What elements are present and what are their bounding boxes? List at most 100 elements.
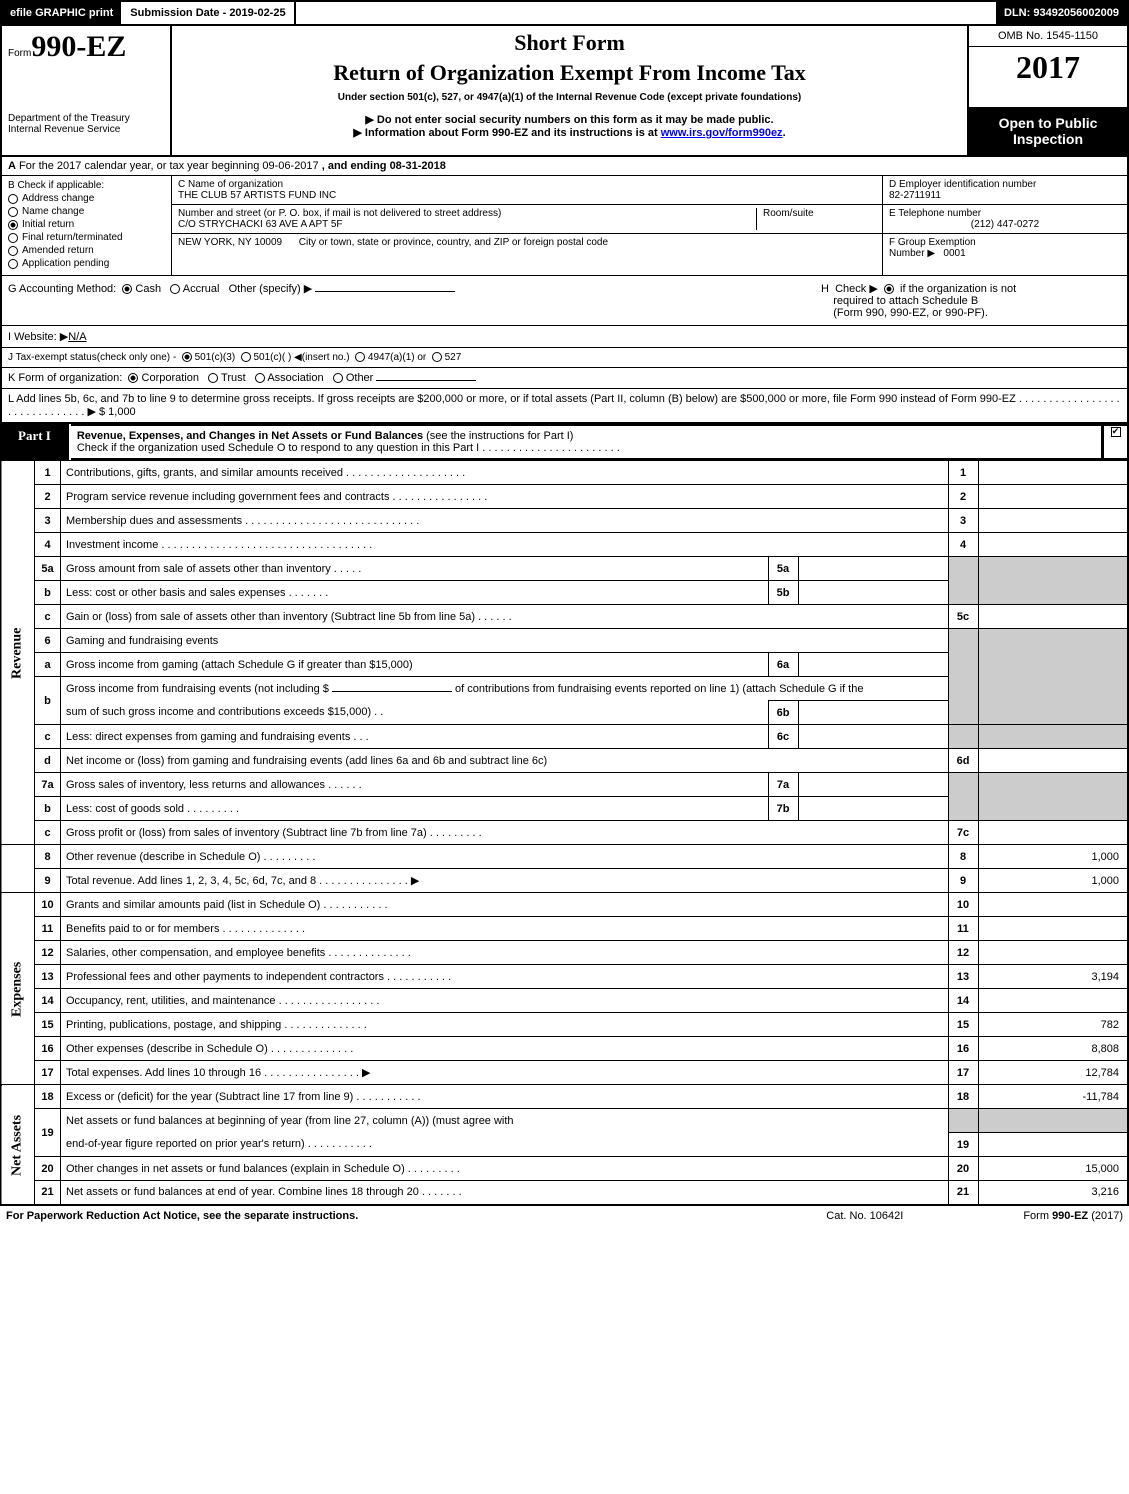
row-l: L Add lines 5b, 6c, and 7b to line 9 to … bbox=[2, 388, 1127, 422]
part-1-title-rest: (see the instructions for Part I) bbox=[423, 430, 573, 442]
under-section-text: Under section 501(c), 527, or 4947(a)(1)… bbox=[178, 92, 961, 103]
radio-other-org[interactable] bbox=[333, 373, 343, 383]
bcd-row: B Check if applicable: Address change Na… bbox=[2, 176, 1127, 275]
radio-501c3[interactable] bbox=[182, 352, 192, 362]
instr2-suffix: . bbox=[783, 127, 786, 139]
row-a: A For the 2017 calendar year, or tax yea… bbox=[2, 157, 1127, 176]
l12-num: 12 bbox=[35, 941, 61, 965]
l16-val: 8,808 bbox=[978, 1037, 1128, 1061]
radio-trust[interactable] bbox=[208, 373, 218, 383]
department-block: Department of the Treasury Internal Reve… bbox=[2, 107, 172, 155]
l9-desc: Add lines 1, 2, 3, 4, 5c, 6d, 7c, and 8 … bbox=[135, 875, 419, 887]
checkbox-schedule-o[interactable] bbox=[1111, 427, 1121, 437]
k-label: K Form of organization: bbox=[8, 372, 122, 384]
topbar: efile GRAPHIC print Submission Date - 20… bbox=[0, 0, 1129, 26]
l2-num: 2 bbox=[35, 485, 61, 509]
l4-box: 4 bbox=[948, 533, 978, 557]
l15-val: 782 bbox=[978, 1013, 1128, 1037]
row-k: K Form of organization: Corporation Trus… bbox=[2, 367, 1127, 388]
header-left: Form990-EZ bbox=[2, 26, 172, 107]
l4-val bbox=[978, 533, 1128, 557]
l14-val bbox=[978, 989, 1128, 1013]
l6a-num: a bbox=[35, 653, 61, 677]
radio-accrual[interactable] bbox=[170, 284, 180, 294]
efile-print-button[interactable]: efile GRAPHIC print bbox=[2, 2, 122, 24]
l7a-num: 7a bbox=[35, 773, 61, 797]
checkbox-schedule-b-not-required[interactable] bbox=[884, 284, 894, 294]
l5b-num: b bbox=[35, 581, 61, 605]
l11-num: 11 bbox=[35, 917, 61, 941]
l-text: Add lines 5b, 6c, and 7b to line 9 to de… bbox=[8, 393, 1120, 418]
radio-association[interactable] bbox=[255, 373, 265, 383]
l17-num: 17 bbox=[35, 1061, 61, 1085]
d-label: D Employer identification number bbox=[889, 179, 1121, 190]
form990ez-link[interactable]: www.irs.gov/form990ez bbox=[661, 127, 783, 139]
l4-num: 4 bbox=[35, 533, 61, 557]
opt-527: 527 bbox=[445, 352, 462, 363]
opt-4947: 4947(a)(1) or bbox=[368, 352, 426, 363]
l20-num: 20 bbox=[35, 1157, 61, 1181]
paperwork-notice: For Paperwork Reduction Act Notice, see … bbox=[6, 1210, 826, 1222]
opt-other: Other (specify) ▶ bbox=[229, 283, 313, 295]
l18-box: 18 bbox=[948, 1085, 978, 1109]
l7a-desc: Gross sales of inventory, less returns a… bbox=[61, 773, 769, 797]
l17-box: 17 bbox=[948, 1061, 978, 1085]
l6c-num: c bbox=[35, 725, 61, 749]
l8-desc: Other revenue (describe in Schedule O) .… bbox=[61, 845, 949, 869]
l6-desc: Gaming and fundraising events bbox=[61, 629, 949, 653]
radio-4947[interactable] bbox=[355, 352, 365, 362]
shade-6-val bbox=[978, 629, 1128, 725]
l16-box: 16 bbox=[948, 1037, 978, 1061]
instructions-block: ▶ Do not enter social security numbers o… bbox=[172, 107, 967, 155]
checkbox-address-change[interactable] bbox=[8, 194, 18, 204]
radio-cash[interactable] bbox=[122, 284, 132, 294]
part-1-title: Revenue, Expenses, and Changes in Net As… bbox=[71, 424, 1103, 460]
l1-num: 1 bbox=[35, 461, 61, 485]
f-label: F Group Exemption bbox=[889, 237, 976, 248]
l16-desc: Other expenses (describe in Schedule O) … bbox=[61, 1037, 949, 1061]
radio-corporation[interactable] bbox=[128, 373, 138, 383]
opt-name-change: Name change bbox=[22, 206, 84, 217]
l11-val bbox=[978, 917, 1128, 941]
l20-box: 20 bbox=[948, 1157, 978, 1181]
section-h: H Check ▶ if the organization is not req… bbox=[821, 282, 1121, 319]
expenses-side-label: Expenses bbox=[1, 893, 35, 1085]
checkbox-initial-return[interactable] bbox=[8, 220, 18, 230]
l5c-num: c bbox=[35, 605, 61, 629]
other-org-line bbox=[376, 380, 476, 381]
l19-desc1: Net assets or fund balances at beginning… bbox=[61, 1109, 949, 1133]
checkbox-final-return[interactable] bbox=[8, 233, 18, 243]
checkbox-amended-return[interactable] bbox=[8, 246, 18, 256]
l6d-desc: Net income or (loss) from gaming and fun… bbox=[61, 749, 949, 773]
radio-527[interactable] bbox=[432, 352, 442, 362]
radio-501c[interactable] bbox=[241, 352, 251, 362]
i-label: I Website: ▶ bbox=[8, 331, 68, 343]
l9-val: 1,000 bbox=[978, 869, 1128, 893]
l9-desc-cell: Total revenue. Add lines 1, 2, 3, 4, 5c,… bbox=[61, 869, 949, 893]
col-d: D Employer identification number 82-2711… bbox=[882, 176, 1127, 275]
l17-val: 12,784 bbox=[978, 1061, 1128, 1085]
opt-cash: Cash bbox=[135, 283, 161, 295]
l20-desc: Other changes in net assets or fund bala… bbox=[61, 1157, 949, 1181]
a-text: For the 2017 calendar year, or tax year … bbox=[19, 160, 319, 172]
col-b: B Check if applicable: Address change Na… bbox=[2, 176, 172, 275]
shade-5ab-val bbox=[978, 557, 1128, 605]
l3-desc: Membership dues and assessments . . . . … bbox=[61, 509, 949, 533]
l10-num: 10 bbox=[35, 893, 61, 917]
shade-19 bbox=[948, 1109, 978, 1133]
h-text2: if the organization is not bbox=[900, 283, 1016, 295]
l6-num: 6 bbox=[35, 629, 61, 653]
checkbox-name-change[interactable] bbox=[8, 207, 18, 217]
instruction-line-1: ▶ Do not enter social security numbers o… bbox=[178, 113, 961, 126]
l1-box: 1 bbox=[948, 461, 978, 485]
l5a-miniVal bbox=[798, 557, 948, 581]
l6c-box: 6c bbox=[768, 725, 798, 749]
l5a-box: 5a bbox=[768, 557, 798, 581]
l17-desc: Add lines 10 through 16 . . . . . . . . … bbox=[142, 1067, 370, 1079]
group-exemption-value: 0001 bbox=[943, 248, 965, 259]
opt-accrual: Accrual bbox=[183, 283, 220, 295]
l9-desc-bold: Total revenue. bbox=[66, 875, 135, 887]
l15-box: 15 bbox=[948, 1013, 978, 1037]
checkbox-application-pending[interactable] bbox=[8, 259, 18, 269]
l6a-miniVal bbox=[798, 653, 948, 677]
